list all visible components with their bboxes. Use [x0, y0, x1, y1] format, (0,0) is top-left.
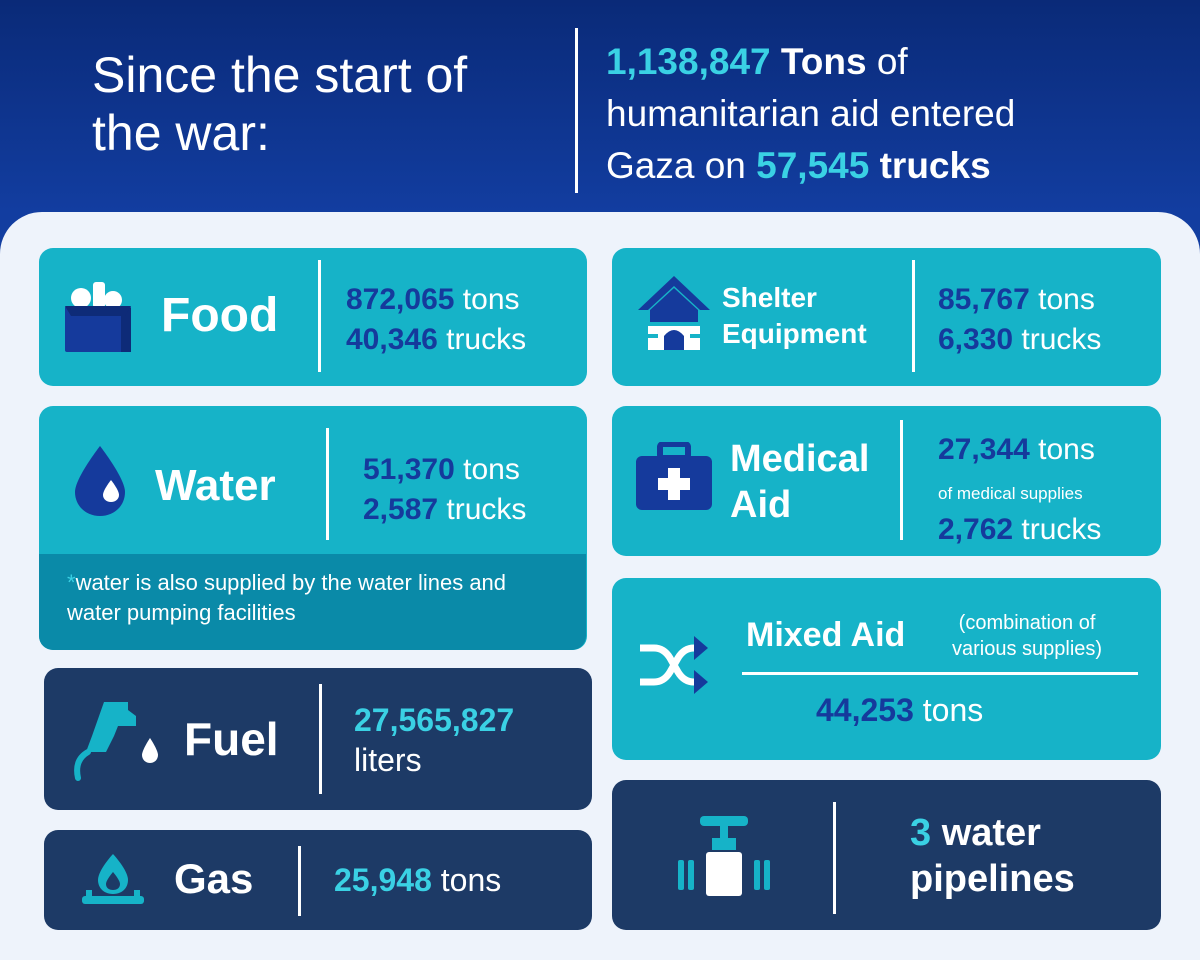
pipelines-divider	[833, 802, 836, 914]
medical-label-line2: Aid	[730, 484, 792, 526]
medical-stats: 27,344 tons of medical supplies 2,762 tr…	[938, 430, 1101, 550]
gas-unit: tons	[440, 862, 502, 898]
pipelines-line1-rest: water	[941, 812, 1041, 854]
gas-flame-icon	[82, 854, 144, 904]
food-label: Food	[161, 289, 279, 342]
fuel-value: 27,565,827	[354, 702, 515, 738]
header-summary: 1,138,847 Tons of humanitarian aid enter…	[606, 36, 1176, 192]
summary-line2: humanitarian aid entered	[606, 93, 1016, 134]
total-trucks: 57,545	[756, 145, 870, 186]
shelter-label-line2: Equipment	[722, 318, 867, 349]
food-tons-value: 872,065	[346, 283, 455, 316]
gas-label: Gas	[174, 855, 254, 902]
mixed-aid-note-line2: various supplies)	[952, 638, 1103, 660]
medical-label-line1: Medical	[730, 438, 870, 480]
water-note-text: water is also supplied by the water line…	[67, 570, 507, 625]
fuel-divider	[319, 684, 322, 794]
medical-sub: of medical supplies	[938, 484, 1083, 503]
shelter-trucks-value: 6,330	[938, 323, 1014, 356]
shelter-divider	[912, 260, 915, 372]
shelter-label-line1: Shelter	[722, 282, 817, 313]
tons-word: Tons	[780, 41, 867, 82]
pipe-valve-icon	[678, 816, 770, 896]
gas-stats: 25,948 tons	[334, 860, 501, 900]
pipelines-value: 3	[910, 812, 932, 854]
fuel-nozzle-icon	[74, 702, 158, 781]
mixed-aid-tons-value: 44,253	[816, 692, 914, 728]
water-stats: 51,370 tons 2,587 trucks	[363, 450, 526, 530]
house-icon	[638, 276, 710, 350]
header-divider	[575, 28, 578, 193]
medical-card: Medical Aid 27,344 tons of medical suppl…	[612, 406, 1161, 556]
pipelines-label: 3 water pipelines	[910, 810, 1075, 902]
water-divider	[326, 428, 329, 540]
water-card: Water 51,370 tons 2,587 trucks *water is…	[39, 406, 587, 650]
grocery-bag-icon	[65, 282, 131, 352]
water-tons-unit: tons	[463, 453, 520, 486]
mixed-aid-card: Mixed Aid (combination of various suppli…	[612, 578, 1161, 760]
header: Since the start of the war: 1,138,847 To…	[0, 0, 1200, 220]
trucks-word: trucks	[879, 145, 991, 186]
food-trucks-value: 40,346	[346, 323, 438, 356]
content-panel: Food 872,065 tons 40,346 trucks Shelter …	[0, 212, 1200, 960]
shelter-trucks-unit: trucks	[1021, 323, 1102, 356]
gas-divider	[298, 846, 301, 916]
fuel-unit: liters	[354, 742, 422, 778]
total-tons: 1,138,847	[606, 41, 771, 82]
medical-trucks-unit: trucks	[1021, 513, 1102, 546]
shelter-tons-value: 85,767	[938, 283, 1030, 316]
mixed-aid-note: (combination of various supplies)	[952, 610, 1102, 662]
water-note-mark: *	[67, 570, 76, 595]
water-tons-value: 51,370	[363, 453, 455, 486]
shelter-label: Shelter Equipment	[722, 280, 867, 352]
medical-tons-value: 27,344	[938, 433, 1030, 466]
water-trucks-unit: trucks	[446, 493, 527, 526]
gas-value: 25,948	[334, 862, 432, 898]
shuffle-icon	[640, 636, 708, 694]
shelter-card: Shelter Equipment 85,767 tons 6,330 truc…	[612, 248, 1161, 386]
medical-divider	[900, 420, 903, 540]
gaza-on: Gaza on	[606, 145, 746, 186]
fuel-label: Fuel	[184, 713, 279, 765]
water-drop-icon	[75, 446, 125, 516]
food-divider	[318, 260, 321, 372]
food-card: Food 872,065 tons 40,346 trucks	[39, 248, 587, 386]
mixed-aid-divider	[742, 672, 1138, 675]
header-title: Since the start of the war:	[92, 47, 468, 161]
fuel-card: Fuel 27,565,827 liters	[44, 668, 592, 810]
first-aid-kit-icon	[636, 442, 712, 510]
gas-card: Gas 25,948 tons	[44, 830, 592, 930]
fuel-stats: 27,565,827 liters	[354, 700, 514, 780]
pipelines-card: 3 water pipelines	[612, 780, 1161, 930]
of-word: of	[876, 41, 908, 82]
pipelines-line2: pipelines	[910, 858, 1075, 900]
water-note: *water is also supplied by the water lin…	[39, 554, 586, 650]
water-label: Water	[155, 461, 276, 510]
shelter-tons-unit: tons	[1038, 283, 1095, 316]
mixed-aid-stats: 44,253 tons	[816, 690, 983, 730]
food-stats: 872,065 tons 40,346 trucks	[346, 280, 526, 360]
mixed-aid-label: Mixed Aid	[746, 616, 906, 654]
medical-trucks-value: 2,762	[938, 513, 1014, 546]
medical-label: Medical Aid	[730, 436, 869, 528]
water-trucks-value: 2,587	[363, 493, 439, 526]
mixed-aid-tons-unit: tons	[922, 692, 984, 728]
medical-tons-unit: tons	[1038, 433, 1095, 466]
food-tons-unit: tons	[462, 283, 520, 316]
food-trucks-unit: trucks	[446, 323, 527, 356]
shelter-stats: 85,767 tons 6,330 trucks	[938, 280, 1101, 360]
mixed-aid-note-line1: (combination of	[958, 612, 1096, 634]
